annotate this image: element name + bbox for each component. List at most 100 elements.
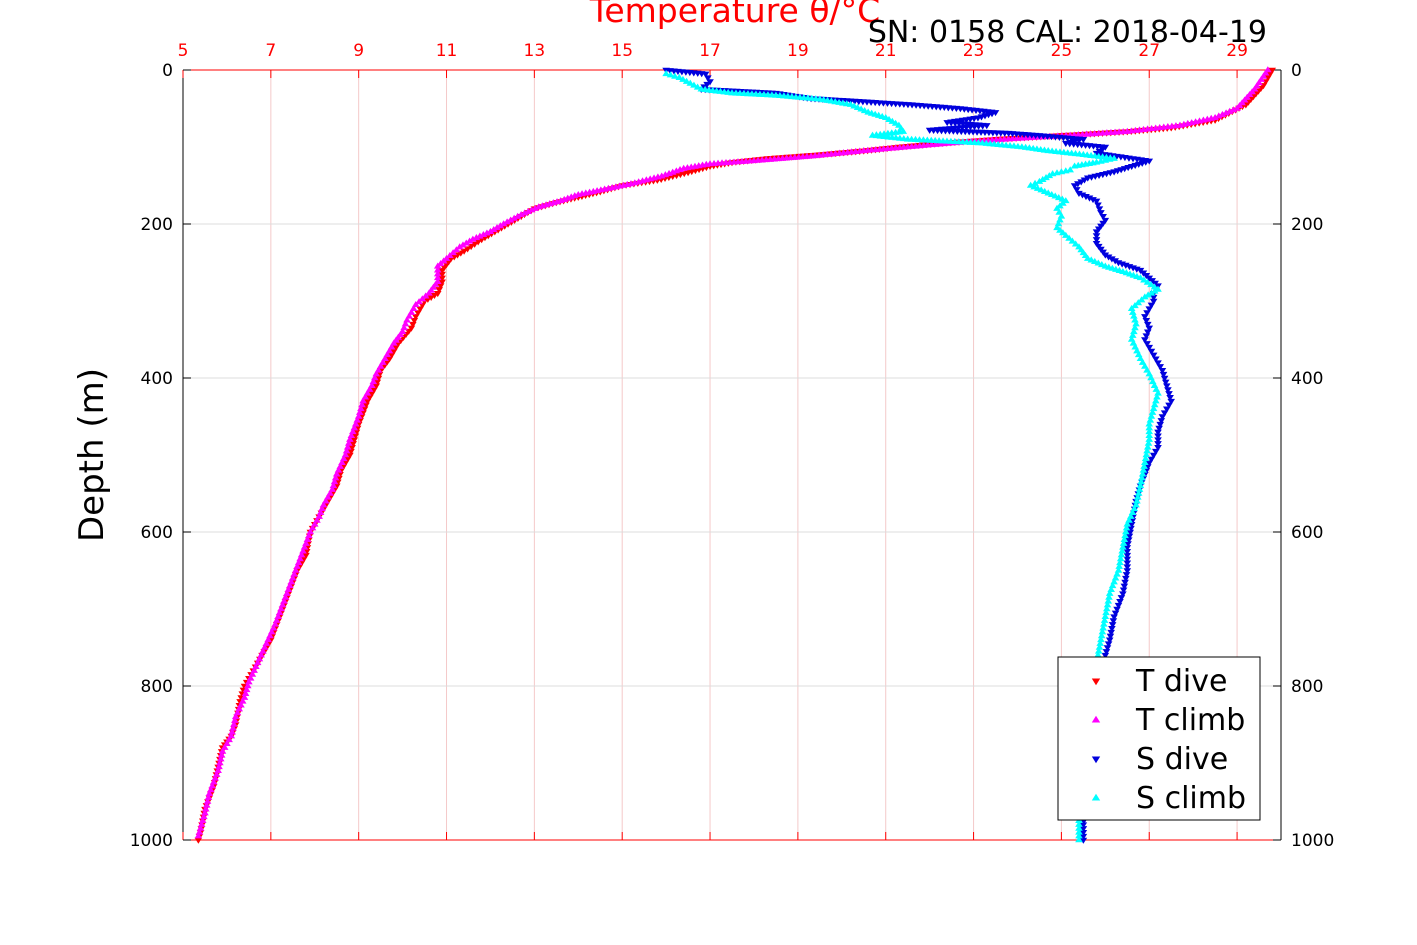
data-point xyxy=(194,832,203,839)
data-point xyxy=(392,344,400,351)
data-point xyxy=(1145,420,1154,427)
y-tick-label-left: 1000 xyxy=(130,831,173,851)
data-point xyxy=(1075,190,1083,197)
data-point xyxy=(682,77,691,84)
data-point xyxy=(1122,572,1131,579)
data-point xyxy=(1128,308,1137,315)
data-point xyxy=(331,474,340,481)
data-point xyxy=(1152,448,1160,455)
data-point xyxy=(196,824,205,831)
data-point xyxy=(690,81,698,88)
data-point xyxy=(1116,599,1124,606)
legend-box xyxy=(1057,656,1261,821)
data-point xyxy=(202,801,211,808)
data-point xyxy=(1108,622,1117,629)
data-point xyxy=(1158,414,1167,421)
data-point xyxy=(1136,482,1145,489)
data-point xyxy=(1061,231,1070,238)
data-point xyxy=(1103,601,1112,608)
data-point xyxy=(1167,398,1175,405)
data-point xyxy=(241,689,250,696)
axes-layer: 5 7 9 11 13 15 17 19 21 23 25 27 29 0 0 200 200 400 400 600… xyxy=(130,41,1335,851)
data-point xyxy=(452,246,461,253)
data-point xyxy=(1106,633,1115,640)
data-point xyxy=(1145,325,1154,332)
data-point xyxy=(1145,428,1154,435)
data-point xyxy=(467,244,475,251)
data-point xyxy=(1122,524,1131,531)
x-tick-label: 19 xyxy=(787,41,809,61)
data-point xyxy=(1071,240,1080,247)
data-point xyxy=(218,747,227,754)
data-point xyxy=(1079,837,1088,844)
data-point xyxy=(435,287,443,294)
data-point xyxy=(1141,293,1149,300)
data-point xyxy=(1148,408,1157,415)
data-point xyxy=(1126,529,1135,536)
data-point xyxy=(1057,168,1066,175)
data-point xyxy=(230,720,238,727)
data-point xyxy=(302,552,310,559)
data-point xyxy=(342,447,351,454)
data-point xyxy=(433,274,442,281)
x-tick-label: 23 xyxy=(963,41,985,61)
x-tick-label: 21 xyxy=(875,41,897,61)
legend-label: T dive xyxy=(1135,664,1227,699)
data-point xyxy=(1140,276,1148,283)
data-point xyxy=(348,445,356,452)
data-point xyxy=(1123,568,1132,575)
data-point xyxy=(433,266,442,273)
data-point xyxy=(704,75,712,82)
x-tick-label: 5 xyxy=(178,41,189,61)
data-point xyxy=(1146,416,1155,423)
data-point xyxy=(436,283,445,290)
data-point xyxy=(427,294,435,301)
data-point xyxy=(346,435,354,442)
data-point xyxy=(362,402,370,409)
data-point xyxy=(1145,460,1154,467)
data-point xyxy=(1079,830,1088,837)
data-point xyxy=(1123,556,1132,563)
data-point xyxy=(1098,628,1107,635)
data-point xyxy=(1147,302,1156,309)
data-point xyxy=(1092,198,1101,205)
data-point xyxy=(1138,470,1147,477)
data-point xyxy=(1123,520,1132,527)
data-point xyxy=(1150,283,1159,290)
data-point xyxy=(1078,192,1087,199)
data-point xyxy=(438,279,446,286)
y-tick-label-left: 400 xyxy=(141,369,173,389)
data-point xyxy=(1085,195,1094,202)
data-point xyxy=(1065,234,1073,241)
data-point xyxy=(1100,620,1108,627)
data-point xyxy=(1094,651,1102,658)
chart-subtitle: SN: 0158 CAL: 2018-04-19 xyxy=(868,15,1267,50)
data-point xyxy=(1074,181,1082,188)
data-point xyxy=(1068,237,1077,244)
data-point xyxy=(1099,214,1107,221)
data-point xyxy=(1149,405,1158,412)
x-tick-label: 17 xyxy=(699,41,721,61)
data-point xyxy=(350,437,359,444)
data-point xyxy=(1141,314,1149,321)
data-point xyxy=(1156,421,1165,428)
legend-marker xyxy=(1091,715,1101,723)
y-tick-label-right: 400 xyxy=(1291,369,1323,389)
data-point xyxy=(1147,412,1156,419)
data-point xyxy=(1080,177,1089,184)
data-point xyxy=(433,262,442,269)
data-point xyxy=(438,275,446,282)
data-point xyxy=(1132,320,1140,327)
data-point xyxy=(204,793,213,800)
data-point xyxy=(242,686,251,693)
x-tick-label: 9 xyxy=(353,41,364,61)
data-point xyxy=(231,713,240,720)
data-point xyxy=(202,805,210,812)
y-tick-label-left: 0 xyxy=(162,61,173,81)
data-point xyxy=(438,271,446,278)
data-point xyxy=(1143,310,1151,317)
data-point xyxy=(1145,306,1154,313)
data-point xyxy=(460,248,468,255)
data-point xyxy=(1147,281,1155,288)
data-point xyxy=(216,755,225,762)
